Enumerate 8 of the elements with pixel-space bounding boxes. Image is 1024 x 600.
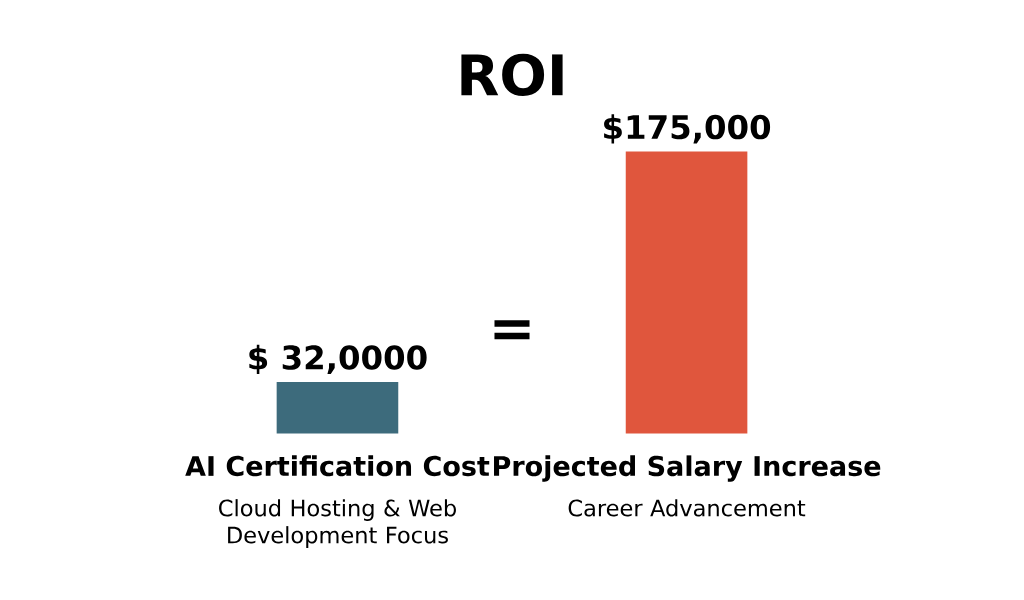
- x-tick-label: Projected Salary Increase: [494, 455, 881, 482]
- annotation: =: [494, 320, 530, 340]
- data-label: $ 32,0000: [249, 344, 427, 375]
- x-tick-label: AI Certification Cost: [185, 455, 490, 477]
- data-label: $175,000: [604, 114, 771, 144]
- text: Cloud Hosting & Web Development Focus: [219, 499, 456, 548]
- chart-title: ROI: [461, 53, 563, 96]
- text: Career Advancement: [568, 499, 806, 517]
